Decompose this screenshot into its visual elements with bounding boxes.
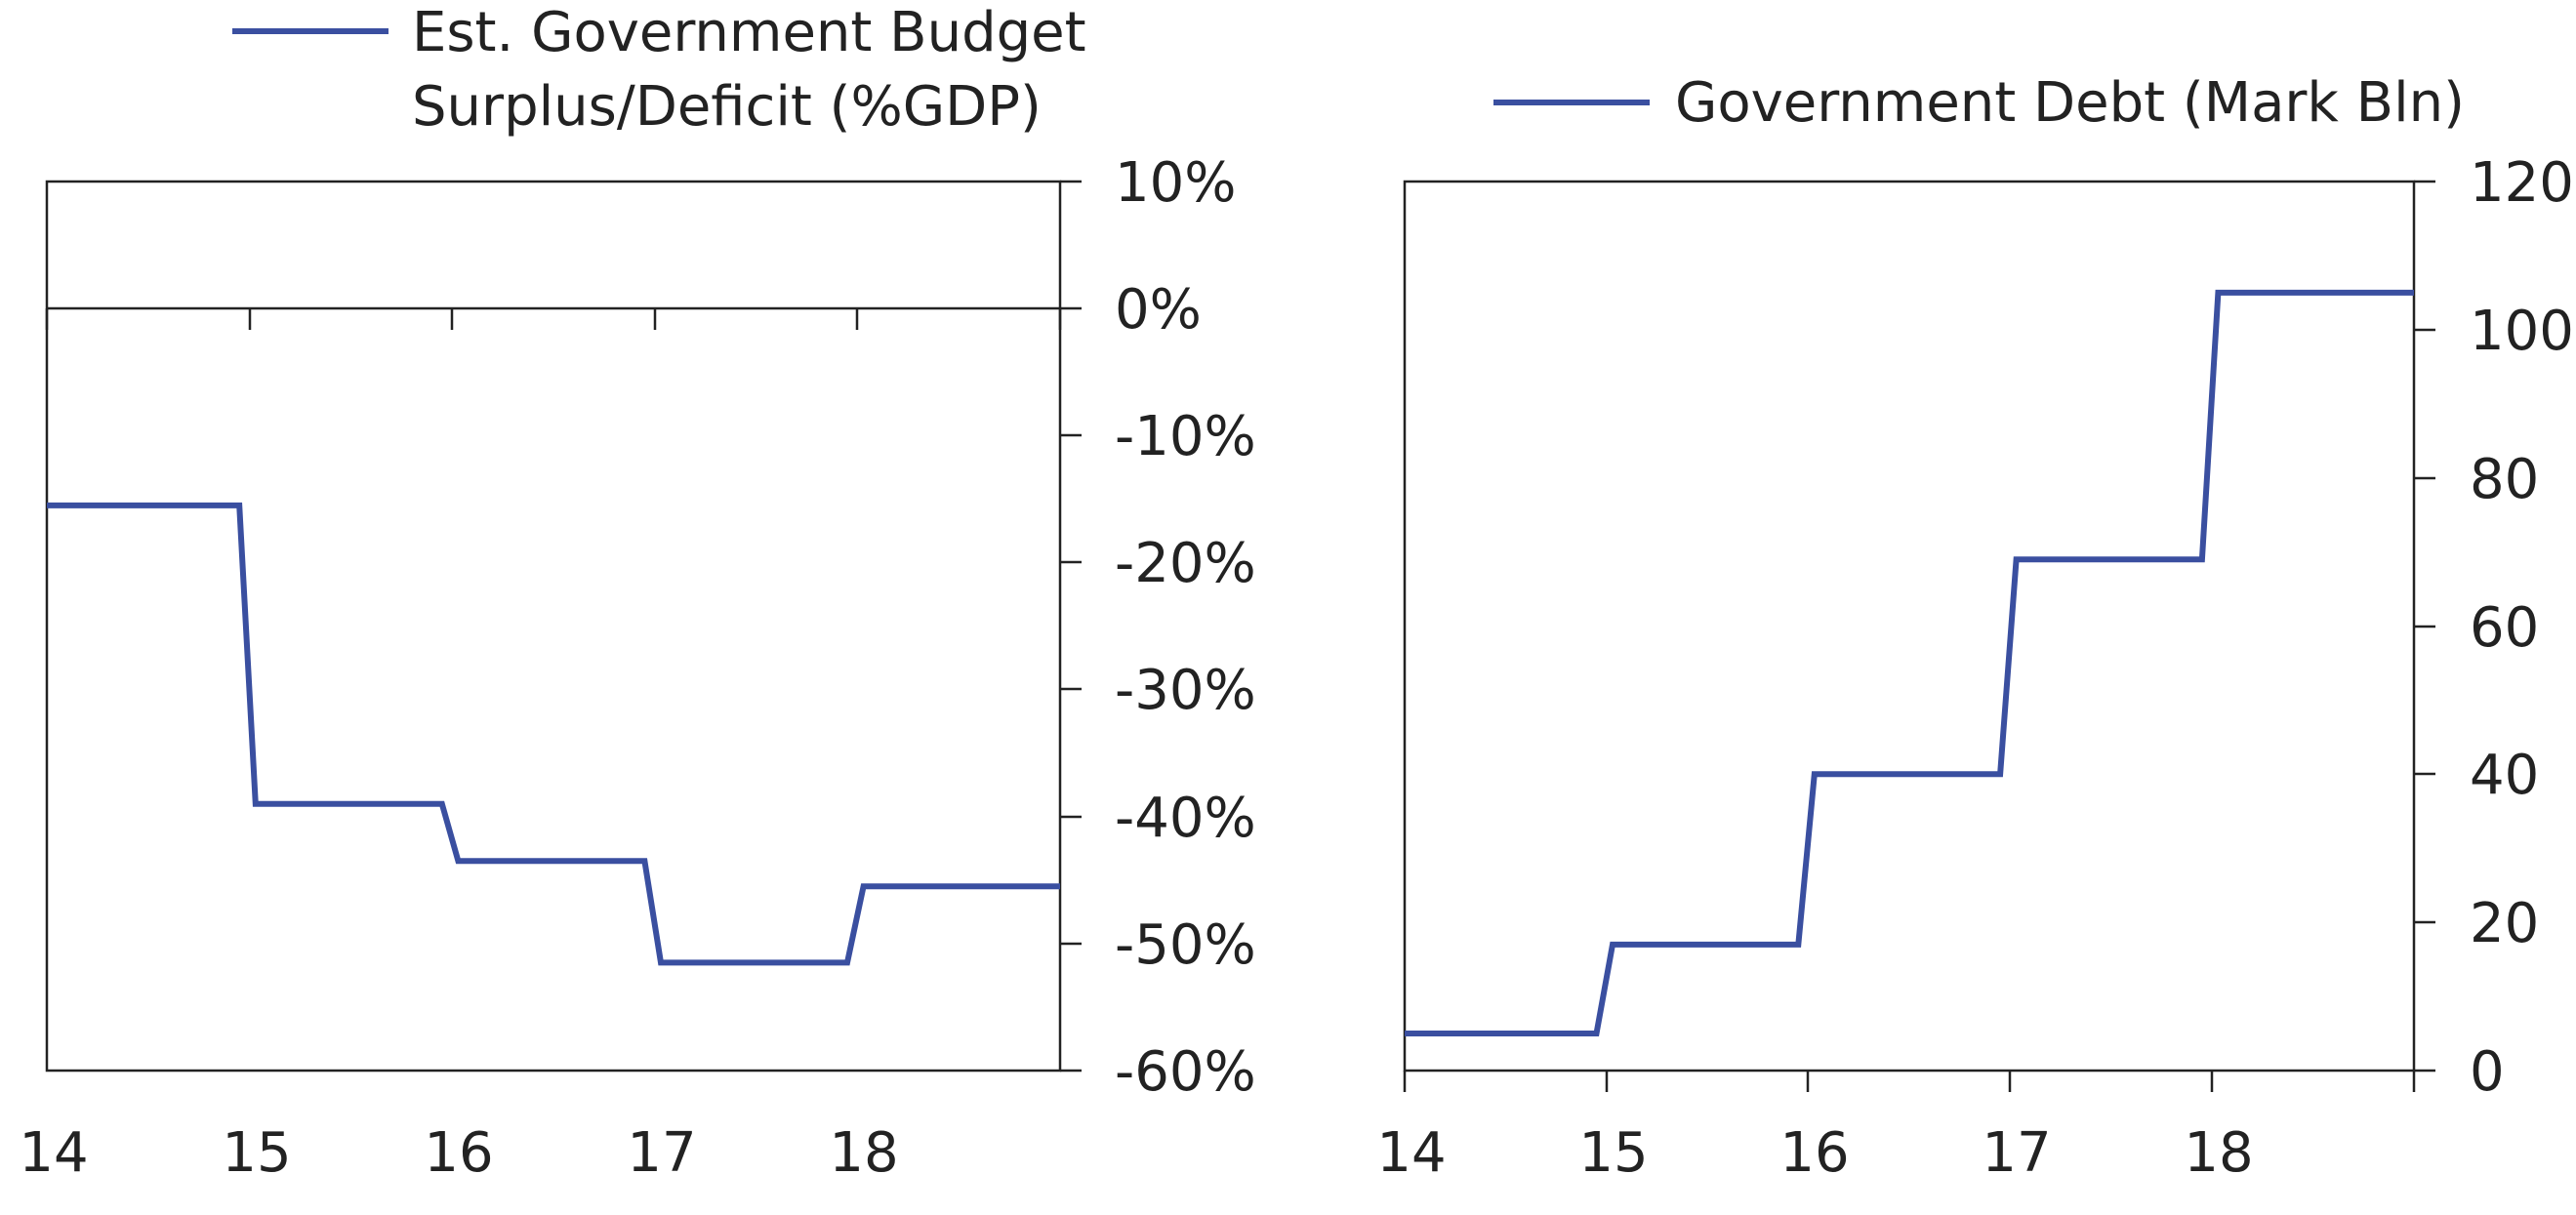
- y-ticks-debt: [2414, 180, 2435, 1073]
- x-tick-label-budget: 18: [829, 1121, 898, 1185]
- x-tick-label-debt: 15: [1578, 1121, 1648, 1185]
- y-tick-label-budget: -50%: [1115, 913, 1256, 977]
- y-tick-label-debt: 20: [2470, 892, 2539, 955]
- x-tick-label-debt: 17: [1982, 1121, 2051, 1185]
- plot-frame-debt: [1403, 180, 2416, 1073]
- plot-frame-budget: [45, 180, 1062, 1073]
- x-tick-labels-debt: 14 15 16 17 18: [1376, 1121, 2253, 1185]
- legend-label-debt: Government Debt (Mark Bln): [1675, 71, 2465, 135]
- series-line-debt: [1405, 289, 2414, 1036]
- y-tick-label-debt: 0: [2470, 1040, 2505, 1104]
- y-tick-label-debt: 120: [2470, 151, 2574, 215]
- legend-label-budget-line1: Est. Government Budget: [412, 1, 1086, 64]
- y-tick-label-budget: -40%: [1115, 787, 1256, 850]
- chart-government-debt: Government Debt (Mark Bln) 120 100 80 60…: [1376, 71, 2574, 1185]
- series-line-budget: [47, 502, 1060, 966]
- chart-budget-balance: Est. Government Budget Surplus/Deficit (…: [19, 1, 1255, 1185]
- x-tick-label-budget: 15: [222, 1121, 291, 1185]
- y-tick-label-budget: -10%: [1115, 405, 1256, 468]
- y-tick-label-budget: 0%: [1115, 278, 1202, 342]
- x-tick-label-budget: 14: [19, 1121, 88, 1185]
- x-tick-labels-budget: 14 15 16 17 18: [19, 1121, 898, 1185]
- y-tick-label-budget: -60%: [1115, 1040, 1256, 1104]
- y-tick-label-debt: 80: [2470, 448, 2539, 511]
- y-tick-labels-budget: 10% 0% -10% -20% -30% -40% -50% -60%: [1115, 151, 1256, 1104]
- x-ticks-budget: [45, 308, 1062, 330]
- y-tick-label-debt: 100: [2470, 300, 2574, 363]
- legend-label-budget-line2: Surplus/Deficit (%GDP): [412, 75, 1042, 139]
- y-tick-label-budget: -20%: [1115, 532, 1256, 595]
- x-tick-label-debt: 16: [1779, 1121, 1849, 1185]
- y-tick-label-budget: 10%: [1115, 151, 1236, 215]
- y-tick-label-debt: 40: [2470, 744, 2539, 807]
- y-ticks-budget: [1060, 180, 1082, 1073]
- x-tick-label-debt: 18: [2184, 1121, 2253, 1185]
- legend-budget: Est. Government Budget Surplus/Deficit (…: [232, 1, 1086, 139]
- legend-debt: Government Debt (Mark Bln): [1493, 71, 2465, 135]
- y-tick-label-budget: -30%: [1115, 659, 1256, 722]
- y-tick-label-debt: 60: [2470, 596, 2539, 660]
- x-tick-label-budget: 16: [424, 1121, 493, 1185]
- x-ticks-debt: [1403, 1071, 2416, 1092]
- x-tick-label-debt: 14: [1376, 1121, 1446, 1185]
- x-tick-label-budget: 17: [627, 1121, 696, 1185]
- y-tick-labels-debt: 120 100 80 60 40 20 0: [2470, 151, 2574, 1104]
